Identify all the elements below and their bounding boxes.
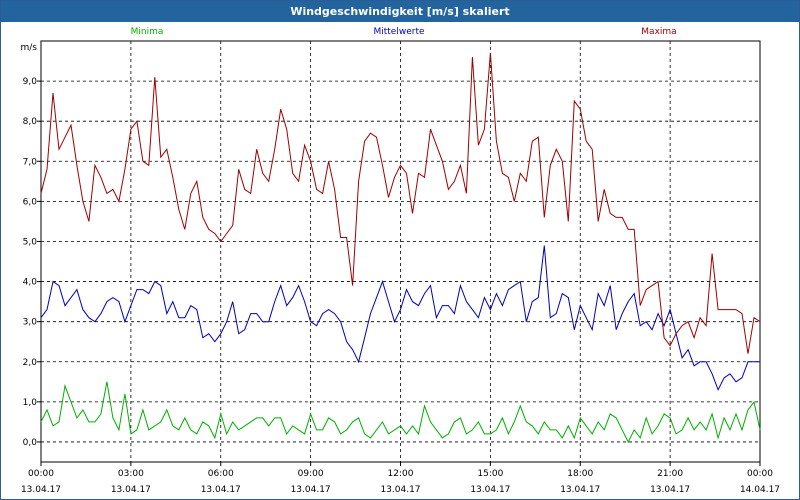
window-title: Windgeschwindigkeit [m/s] skaliert <box>1 1 799 22</box>
x-tick-time: 21:00 <box>657 469 683 479</box>
y-tick-label: 1,0 <box>23 398 38 408</box>
y-tick-label: 9,0 <box>23 77 38 87</box>
x-tick-time: 12:00 <box>388 469 414 479</box>
x-tick-time: 00:00 <box>28 469 54 479</box>
legend: Minima Mittelwerte Maxima <box>131 27 677 37</box>
x-tick-date: 13.04.17 <box>291 485 331 495</box>
x-tick-date: 13.04.17 <box>380 485 420 495</box>
x-tick-time: 06:00 <box>208 469 234 479</box>
series-lines <box>40 52 761 444</box>
x-tick-date: 13.04.17 <box>111 485 151 495</box>
x-tick-date: 13.04.17 <box>470 485 510 495</box>
series-line-maxima <box>40 52 761 354</box>
y-tick-label: 4,0 <box>23 278 38 288</box>
x-tick-date: 13.04.17 <box>650 485 690 495</box>
grid-lines <box>41 41 760 462</box>
legend-entry-minima: Minima <box>131 27 164 37</box>
legend-entry-mittelwerte: Mittelwerte <box>373 27 424 37</box>
y-tick-label: 5,0 <box>23 237 38 247</box>
y-tick-label: 6,0 <box>23 197 38 207</box>
x-tick-time: 18:00 <box>567 469 593 479</box>
x-axis-ticks: 00:00 13.04.17 03:00 13.04.17 06:00 13.04.17 0… <box>21 462 780 495</box>
series-line-mittelwerte <box>40 245 760 392</box>
x-tick-time: 00:00 <box>747 469 773 479</box>
x-tick-date: 14.04.17 <box>740 485 780 495</box>
y-tick-label: 3,0 <box>23 318 38 328</box>
x-tick-time: 03:00 <box>118 469 144 479</box>
x-tick-date: 13.04.17 <box>560 485 600 495</box>
x-tick-time: 15:00 <box>477 469 503 479</box>
y-axis-ticks: 0,0 1,0 2,0 3,0 4,0 5,0 6,0 7,0 8,0 9,0 <box>23 77 41 448</box>
x-tick-time: 09:00 <box>298 469 324 479</box>
y-tick-label: 0,0 <box>23 438 38 448</box>
y-tick-label: 7,0 <box>23 157 38 167</box>
y-tick-label: 8,0 <box>23 117 38 127</box>
x-tick-date: 13.04.17 <box>201 485 241 495</box>
y-axis-label: m/s <box>21 43 38 53</box>
x-tick-date: 13.04.17 <box>21 485 61 495</box>
y-tick-label: 2,0 <box>23 358 38 368</box>
series-line-minima <box>40 381 761 444</box>
chart: 0,0 1,0 2,0 3,0 4,0 5,0 6,0 7,0 8,0 9,0 00:00 13.0… <box>21 27 781 495</box>
legend-entry-maxima: Maxima <box>641 27 676 37</box>
